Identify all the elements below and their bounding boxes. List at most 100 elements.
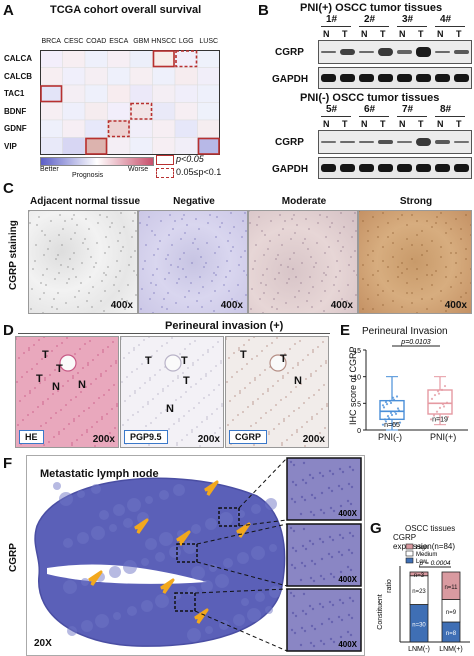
cell-dot — [22, 419, 24, 421]
ihc-mag-label: 400x — [330, 300, 353, 311]
sig-box-solid — [152, 50, 175, 68]
g-x-label: LNM(+) — [439, 646, 463, 653]
cell-dot — [331, 222, 333, 224]
cell-dot — [416, 234, 418, 236]
cell-dot — [372, 274, 374, 276]
follicle — [191, 566, 205, 580]
heat-cell — [62, 102, 86, 121]
cell-dot — [261, 230, 263, 232]
cell-dot — [348, 531, 352, 535]
cell-dot — [152, 274, 154, 276]
cell-dot — [293, 214, 295, 216]
cell-dot — [229, 232, 231, 234]
cell-dot — [107, 346, 109, 348]
cell-dot — [303, 402, 305, 404]
heatmap-col-hnscc: HNSCC — [151, 38, 177, 45]
cell-dot — [312, 351, 314, 353]
cell-dot — [350, 551, 354, 555]
cell-dot — [188, 290, 190, 292]
data-point — [394, 412, 398, 415]
heat-cell — [107, 102, 131, 121]
cell-dot — [65, 302, 67, 304]
cell-dot — [237, 284, 239, 286]
cell-dot — [35, 244, 37, 246]
cell-dot — [470, 282, 471, 284]
cell-dot — [343, 226, 345, 228]
cell-dot — [351, 534, 355, 538]
data-point — [389, 401, 393, 405]
stack-segment — [441, 571, 461, 600]
cell-dot — [73, 420, 75, 422]
cell-dot — [248, 339, 250, 341]
cell-dot — [129, 395, 131, 397]
cgrp-band — [359, 140, 374, 144]
cell-dot — [146, 224, 148, 226]
cell-dot — [313, 394, 315, 396]
cell-dot — [297, 364, 299, 366]
legend-worse: Worse — [128, 166, 149, 173]
cell-dot — [51, 350, 53, 352]
cell-dot — [223, 284, 225, 286]
zoom-line — [196, 523, 288, 545]
cell-dot — [293, 410, 295, 412]
cell-dot — [92, 359, 94, 361]
cell-dot — [450, 300, 452, 302]
cell-dot — [349, 633, 353, 637]
cell-dot — [62, 385, 64, 387]
cell-dot — [328, 469, 332, 473]
cell-dot — [109, 226, 111, 228]
heat-cell — [40, 50, 63, 68]
cell-dot — [262, 393, 264, 395]
cell-dot — [296, 429, 298, 431]
cell-dot — [323, 310, 325, 312]
cell-dot — [445, 222, 447, 224]
cell-dot — [226, 260, 228, 262]
heat-cell — [174, 67, 198, 86]
stain-tag: CGRP — [229, 430, 268, 444]
cell-dot — [276, 337, 278, 339]
cell-dot — [206, 242, 208, 244]
cell-dot — [337, 240, 339, 242]
heatmap-col-lgg: LGG — [178, 38, 194, 45]
lane-label: N — [361, 29, 368, 39]
cell-dot — [460, 296, 462, 298]
cell-dot — [85, 218, 87, 220]
cell-dot — [250, 425, 252, 427]
cell-dot — [326, 216, 328, 218]
cell-dot — [264, 234, 266, 236]
cell-dot — [179, 353, 181, 355]
cell-dot — [278, 423, 280, 425]
cell-dot — [330, 489, 334, 493]
cell-dot — [283, 418, 285, 420]
follicle — [269, 586, 281, 598]
heat-cell — [84, 102, 108, 121]
heatmap-row-calcb: CALCB — [4, 71, 32, 81]
cell-dot — [95, 378, 97, 380]
cell-dot — [310, 375, 312, 377]
cell-dot — [141, 288, 143, 290]
cell-dot — [300, 561, 304, 565]
cell-dot — [213, 272, 215, 274]
follicle — [191, 524, 201, 534]
follicle — [241, 598, 249, 606]
cell-dot — [133, 270, 135, 272]
cell-dot — [84, 238, 86, 240]
cell-dot — [307, 354, 309, 356]
cell-dot — [382, 304, 384, 306]
cell-dot — [153, 254, 155, 256]
zoom-line — [194, 610, 288, 652]
cell-dot — [194, 238, 196, 240]
cell-dot — [115, 362, 117, 364]
cell-dot — [103, 394, 105, 396]
data-point — [389, 411, 393, 415]
cell-dot — [186, 434, 188, 436]
cell-dot — [139, 222, 141, 224]
heat-cell — [62, 67, 86, 86]
gapdh-band — [435, 164, 450, 172]
cell-dot — [460, 272, 462, 274]
cell-dot — [187, 306, 189, 308]
cell-dot — [210, 370, 212, 372]
cell-dot — [290, 497, 294, 501]
cell-dot — [107, 266, 109, 268]
cell-dot — [144, 260, 146, 262]
